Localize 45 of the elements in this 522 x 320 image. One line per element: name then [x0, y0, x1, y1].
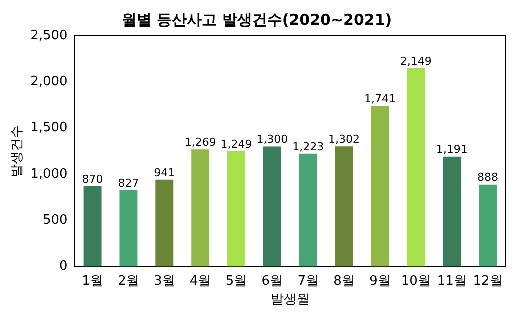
x-tick-label: 4월: [190, 274, 212, 289]
x-tick-label: 12월: [473, 274, 503, 289]
data-label: 1,191: [436, 143, 468, 156]
bar: [371, 106, 390, 267]
data-label: 1,223: [292, 140, 324, 154]
data-label: 1,741: [364, 92, 396, 106]
x-tick-label: 6월: [262, 274, 284, 289]
bar: [335, 146, 354, 267]
data-label: 1,302: [328, 132, 360, 146]
y-tick-label: 500: [42, 213, 68, 228]
bar: [263, 146, 282, 267]
x-axis-title: 발생월: [270, 292, 310, 308]
data-label: 827: [118, 176, 140, 190]
data-label: 2,149: [400, 54, 432, 68]
x-tick-label: 5월: [226, 274, 248, 289]
data-label: 1,249: [220, 138, 252, 151]
chart-title: 월별 등산사고 발생건수(2020~2021): [122, 10, 392, 29]
bar: [120, 190, 138, 267]
y-tick-label: 2,000: [30, 74, 68, 90]
y-tick-label: 1,500: [30, 120, 68, 136]
x-tick-label: 8월: [334, 274, 355, 289]
data-label: 1,269: [184, 136, 216, 150]
data-label: 941: [154, 166, 176, 180]
bar: [407, 68, 426, 267]
bar: [192, 150, 210, 267]
y-tick-label: 0: [60, 259, 68, 274]
y-tick-label: 2,500: [30, 28, 68, 44]
data-label: 888: [478, 171, 499, 184]
x-tick-label: 7월: [298, 274, 320, 289]
bar: [479, 184, 498, 267]
y-axis-title: 발생건수: [10, 125, 26, 178]
bar: [84, 186, 102, 267]
bar: [299, 154, 318, 267]
x-tick-label: 9월: [370, 274, 391, 289]
data-label: 1,300: [256, 133, 288, 146]
y-tick-label: 1,000: [30, 166, 68, 182]
x-tick-label: 2월: [118, 274, 140, 289]
bar: [228, 151, 246, 267]
x-tick-label: 1월: [82, 274, 104, 289]
x-tick-label: 3월: [154, 274, 176, 289]
bar: [443, 156, 462, 267]
x-tick-label: 10월: [401, 274, 431, 289]
bar: [156, 180, 174, 267]
data-label: 870: [82, 172, 104, 186]
x-tick-label: 11월: [437, 274, 467, 289]
